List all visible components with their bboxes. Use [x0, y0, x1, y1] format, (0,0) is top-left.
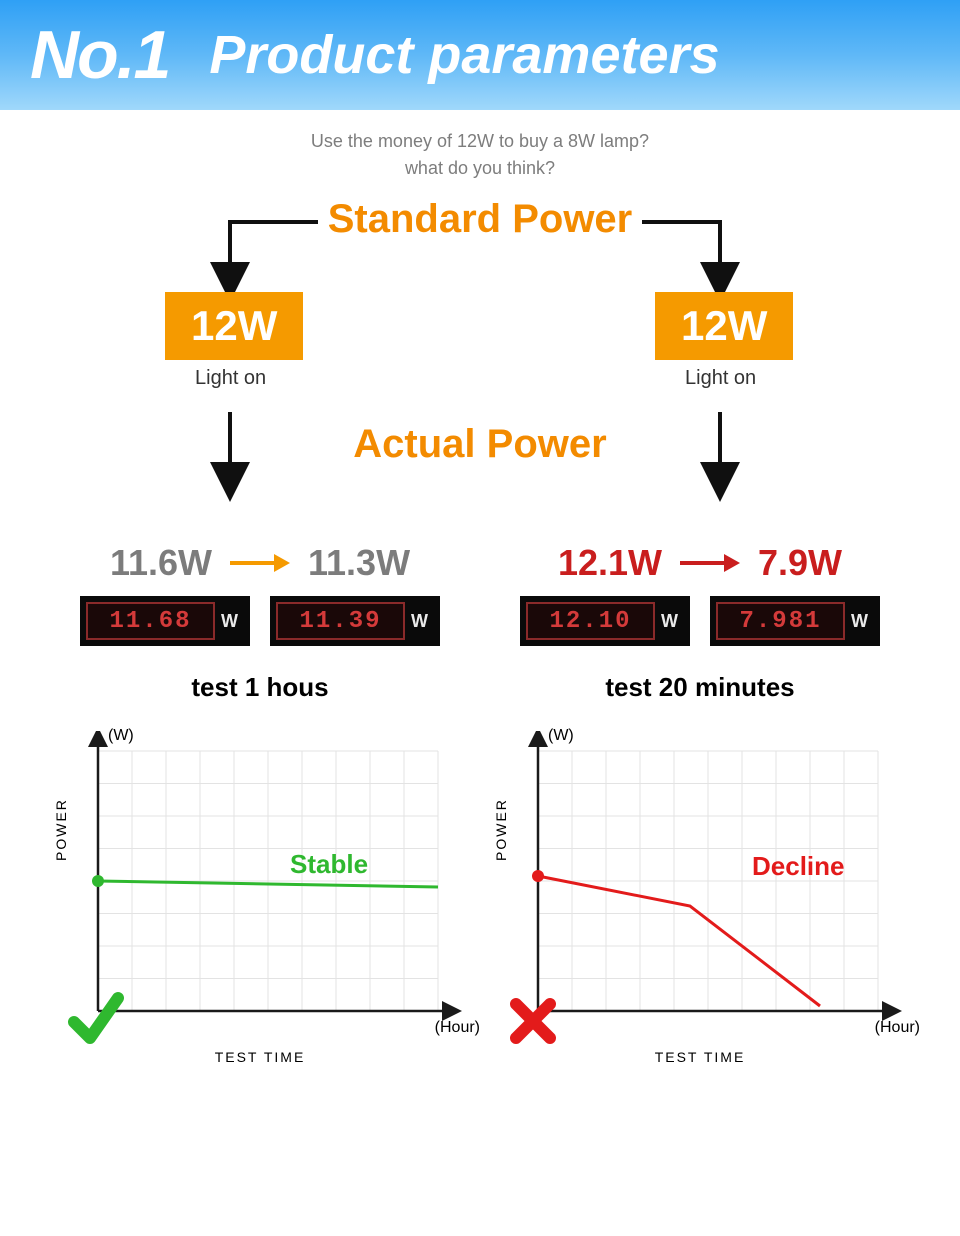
right-reading-to: 7.9W [758, 542, 842, 584]
left-reading-text: 11.6W 11.3W [60, 542, 460, 584]
left-chart: (W) (Hour) POWER TEST TIME Stable [50, 731, 470, 1061]
right-meter-1-unit: W [655, 611, 684, 632]
left-chart-x-label: TEST TIME [50, 1049, 470, 1065]
subtitle-line1: Use the money of 12W to buy a 8W lamp? [0, 128, 960, 155]
right-meter-2-unit: W [845, 611, 874, 632]
right-meter-2: 7.981 W [710, 596, 880, 646]
right-chart: (W) (Hour) POWER TEST TIME Decline [490, 731, 910, 1061]
right-chart-cross-icon [508, 996, 558, 1051]
left-meter-2-display: 11.39 [276, 602, 405, 640]
right-meter-1-display: 12.10 [526, 602, 655, 640]
right-test-label: test 20 minutes [500, 672, 900, 703]
left-chart-x-unit: (Hour) [435, 1019, 480, 1037]
right-meter-2-display: 7.981 [716, 602, 845, 640]
header-number: No.1 [30, 16, 169, 94]
left-reading-arrow-icon [230, 558, 290, 568]
left-chart-check-icon [68, 990, 124, 1051]
charts-row: (W) (Hour) POWER TEST TIME Stable (W) (H… [0, 731, 960, 1061]
left-chart-y-label: POWER [53, 798, 69, 861]
left-meter-1-unit: W [215, 611, 244, 632]
left-reading-to: 11.3W [308, 542, 410, 584]
right-reading-arrow-icon [680, 558, 740, 568]
right-meter-1: 12.10 W [520, 596, 690, 646]
subtitle-block: Use the money of 12W to buy a 8W lamp? w… [0, 128, 960, 182]
right-chart-y-unit: (W) [548, 727, 574, 745]
readings-row: 11.6W 11.3W 11.68 W 11.39 W test 1 hous … [0, 542, 960, 703]
right-wattage-badge: 12W [655, 292, 793, 360]
left-reading-col: 11.6W 11.3W 11.68 W 11.39 W test 1 hous [60, 542, 460, 703]
right-light-on-label: Light on [685, 367, 756, 390]
left-meters: 11.68 W 11.39 W [60, 596, 460, 646]
left-chart-y-unit: (W) [108, 727, 134, 745]
left-meter-1: 11.68 W [80, 596, 250, 646]
left-light-on-label: Light on [195, 367, 266, 390]
right-reading-col: 12.1W 7.9W 12.10 W 7.981 W test 20 minut… [500, 542, 900, 703]
header-banner: No.1 Product parameters [0, 0, 960, 110]
right-chart-x-unit: (Hour) [875, 1019, 920, 1037]
left-meter-2: 11.39 W [270, 596, 440, 646]
actual-power-heading: Actual Power [0, 422, 960, 467]
left-wattage-badge: 12W [165, 292, 303, 360]
right-chart-x-label: TEST TIME [490, 1049, 910, 1065]
right-reading-from: 12.1W [558, 542, 662, 584]
diagram-area: Standard Power 12W Light on 12W Light on… [0, 182, 960, 512]
left-meter-1-display: 11.68 [86, 602, 215, 640]
left-reading-from: 11.6W [110, 542, 212, 584]
header-title: Product parameters [209, 24, 719, 86]
right-chart-annotation: Decline [752, 851, 845, 882]
right-meters: 12.10 W 7.981 W [500, 596, 900, 646]
left-chart-annotation: Stable [290, 849, 368, 880]
right-reading-text: 12.1W 7.9W [500, 542, 900, 584]
subtitle-line2: what do you think? [0, 155, 960, 182]
left-test-label: test 1 hous [60, 672, 460, 703]
left-meter-2-unit: W [405, 611, 434, 632]
right-chart-y-label: POWER [493, 798, 509, 861]
right-chart-svg [490, 731, 910, 1041]
